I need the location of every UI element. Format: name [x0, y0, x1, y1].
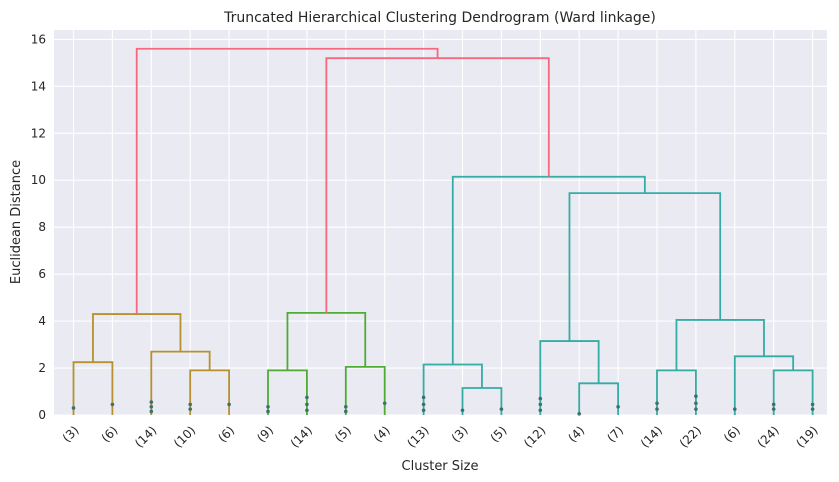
y-tick-label-2: 4: [38, 314, 46, 328]
leaf-marker-13-0: [577, 412, 581, 416]
x-tick-label-9: (13): [404, 423, 431, 450]
y-axis-label: Euclidean Distance: [9, 160, 24, 284]
x-tick-label-2: (14): [132, 423, 159, 450]
dendrogram-link-18: [135, 47, 439, 315]
leaf-marker-3-0: [188, 402, 192, 407]
y-tick-label-0: 0: [38, 408, 46, 422]
x-tick-label-7: (5): [332, 423, 354, 445]
grid-lines: [54, 30, 827, 416]
leaf-marker-9-1: [421, 402, 426, 407]
y-tick-labels: 0 2 4 6 8 10 12 14 16: [31, 32, 46, 422]
x-tick-label-14: (7): [604, 423, 626, 445]
leaf-marker-8-0: [382, 401, 387, 406]
x-tick-label-12: (12): [521, 423, 548, 450]
leaf-marker-16-2: [694, 407, 698, 411]
dendrogram-links: [72, 47, 814, 415]
leaf-marker-18-0: [771, 402, 776, 407]
leaf-marker-6-2: [305, 408, 309, 413]
x-tick-label-17: (6): [721, 423, 743, 445]
y-tick-label-3: 6: [38, 267, 46, 281]
x-tick-label-5: (9): [254, 423, 276, 445]
leaf-marker-2-0: [149, 400, 154, 404]
x-tick-label-16: (22): [677, 423, 704, 450]
leaf-marker-12-1: [538, 402, 543, 407]
leaf-marker-15-0: [655, 401, 659, 406]
x-tick-label-18: (24): [754, 423, 781, 450]
x-tick-label-6: (14): [288, 423, 315, 450]
x-tick-label-11: (5): [488, 423, 510, 445]
dendrogram-link-10: [539, 340, 600, 415]
x-tick-label-3: (10): [171, 423, 198, 450]
leaf-markers: [71, 394, 815, 416]
y-tick-label-6: 12: [31, 126, 46, 140]
x-axis-label: Cluster Size: [402, 459, 479, 474]
leaf-marker-7-0: [344, 404, 348, 409]
y-tick-label-8: 16: [31, 32, 46, 46]
leaf-marker-3-1: [188, 407, 192, 411]
dendrogram-link-9: [578, 382, 619, 415]
leaf-marker-16-1: [694, 401, 698, 406]
y-tick-label-7: 14: [31, 79, 46, 93]
dendrogram-link-14: [675, 319, 765, 371]
dendrogram-link-3: [92, 313, 182, 363]
leaf-marker-14-0: [616, 404, 620, 409]
leaf-marker-6-1: [305, 402, 309, 407]
y-tick-label-5: 10: [31, 173, 46, 187]
dendrogram-link-0: [72, 361, 114, 415]
leaf-marker-11-0: [499, 407, 504, 411]
leaf-marker-19-0: [810, 402, 815, 407]
leaf-marker-15-1: [655, 407, 659, 411]
x-tick-label-8: (4): [371, 423, 393, 445]
leaf-marker-7-1: [344, 409, 348, 414]
leaf-marker-12-2: [538, 408, 543, 413]
x-tick-label-1: (6): [99, 423, 121, 445]
leaf-marker-2-1: [149, 404, 154, 409]
dendrogram-link-2: [150, 350, 211, 415]
leaf-marker-6-0: [305, 395, 309, 400]
x-tick-label-10: (3): [449, 423, 471, 445]
leaf-marker-19-1: [810, 407, 815, 411]
y-tick-label-1: 2: [38, 361, 46, 375]
leaf-marker-9-2: [421, 408, 426, 413]
x-tick-label-0: (3): [60, 423, 82, 445]
x-tick-label-13: (4): [565, 423, 587, 445]
dendrogram-link-16: [451, 175, 646, 365]
x-tick-label-15: (14): [638, 423, 665, 450]
y-tick-label-4: 8: [38, 220, 46, 234]
leaf-marker-10-0: [460, 408, 465, 413]
leaf-marker-1-0: [110, 402, 115, 407]
leaf-marker-0-0: [71, 406, 76, 410]
x-tick-label-4: (6): [215, 423, 237, 445]
chart-title: Truncated Hierarchical Clustering Dendro…: [223, 10, 656, 26]
leaf-marker-2-2: [149, 409, 154, 414]
leaf-marker-5-1: [266, 409, 270, 414]
leaf-marker-12-0: [538, 396, 543, 401]
leaf-marker-4-0: [227, 402, 231, 407]
leaf-marker-16-0: [694, 394, 698, 399]
x-tick-labels: (3) (6) (14) (10) (6) (9) (14) (5) (4) (13) (3) (5)…: [60, 423, 821, 450]
leaf-marker-17-0: [733, 407, 737, 411]
leaf-marker-5-0: [266, 404, 270, 409]
x-tick-label-19: (19): [793, 423, 820, 450]
plot-background: [54, 30, 827, 415]
leaf-marker-18-1: [771, 407, 776, 411]
dendrogram-link-13: [733, 355, 795, 415]
leaf-marker-9-0: [421, 395, 426, 400]
